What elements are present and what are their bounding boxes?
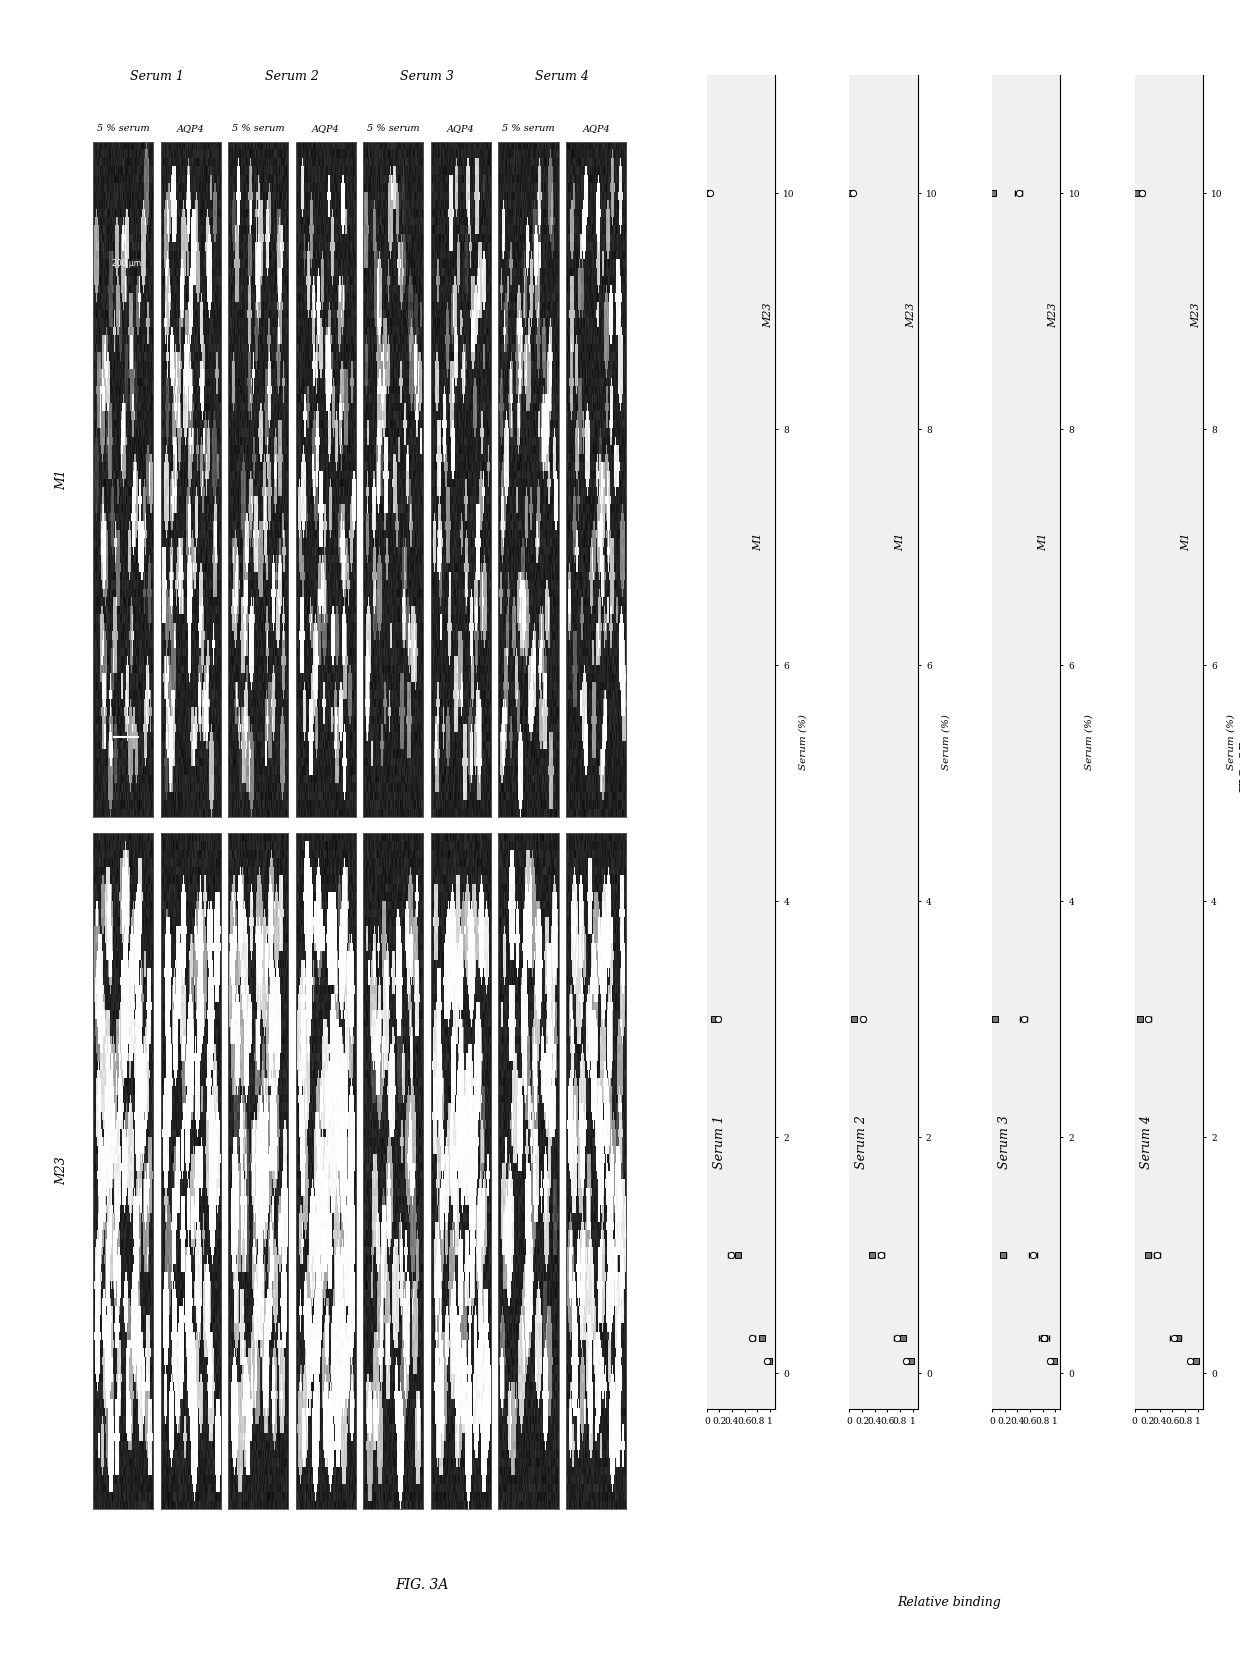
Text: M23: M23	[56, 1157, 68, 1185]
Y-axis label: Serum (%): Serum (%)	[941, 713, 951, 770]
Y-axis label: Serum (%): Serum (%)	[799, 713, 808, 770]
Text: Serum 2: Serum 2	[265, 70, 319, 83]
Text: 5 % serum: 5 % serum	[502, 125, 554, 133]
Text: FIG. 3A: FIG. 3A	[394, 1579, 449, 1592]
Text: Serum 1: Serum 1	[130, 70, 184, 83]
Y-axis label: Serum (%): Serum (%)	[1226, 713, 1236, 770]
Text: M23: M23	[1048, 302, 1059, 328]
Text: AQP4: AQP4	[583, 125, 610, 133]
Text: Serum 1: Serum 1	[713, 1115, 725, 1169]
Text: AQP4: AQP4	[312, 125, 340, 133]
Text: M1: M1	[753, 532, 763, 552]
Text: M23: M23	[1190, 302, 1202, 328]
Text: M1: M1	[56, 468, 68, 490]
Text: Serum 2: Serum 2	[856, 1115, 868, 1169]
Text: AQP4: AQP4	[448, 125, 475, 133]
Text: 200 μm: 200 μm	[112, 258, 140, 268]
Text: M23: M23	[905, 302, 916, 328]
Text: 5 % serum: 5 % serum	[97, 125, 149, 133]
Text: 5 % serum: 5 % serum	[232, 125, 284, 133]
Text: Serum 4: Serum 4	[536, 70, 589, 83]
Text: Serum 3: Serum 3	[401, 70, 454, 83]
Text: Serum 3: Serum 3	[998, 1115, 1011, 1169]
Text: M23: M23	[763, 302, 774, 328]
Text: M1: M1	[1180, 532, 1190, 552]
Text: M1: M1	[1038, 532, 1048, 552]
Text: Relative binding: Relative binding	[897, 1595, 1001, 1609]
Text: AQP4: AQP4	[177, 125, 205, 133]
Y-axis label: Serum (%): Serum (%)	[1084, 713, 1094, 770]
Text: Serum 4: Serum 4	[1141, 1115, 1153, 1169]
Text: 5 % serum: 5 % serum	[367, 125, 419, 133]
Text: M1: M1	[895, 532, 905, 552]
